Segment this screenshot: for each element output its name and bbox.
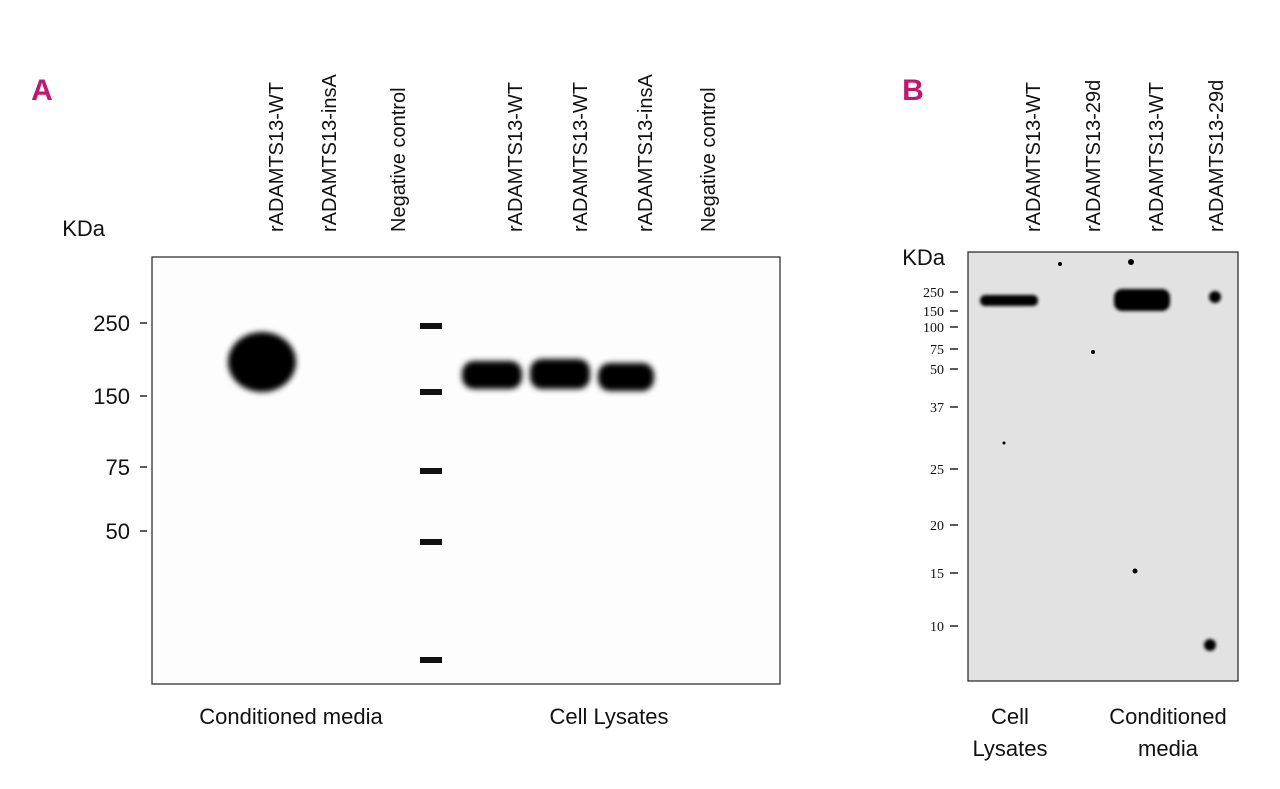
lane-label: rADAMTS13-WT — [570, 82, 592, 232]
marker-label: 100 — [923, 321, 944, 336]
lane-label: rADAMTS13-29d — [1206, 80, 1228, 232]
lane-label: rADAMTS13-WT — [266, 82, 288, 232]
marker-label: 50 — [930, 363, 944, 378]
lane-label: rADAMTS13-insA — [635, 74, 657, 232]
marker-label: 20 — [930, 519, 944, 534]
lane-label: rADAMTS13-WT — [1146, 82, 1168, 232]
panel-label: A — [31, 74, 53, 107]
lane-label: rADAMTS13-29d — [1083, 80, 1105, 232]
lane-label: rADAMTS13-insA — [319, 74, 341, 232]
bands-a — [228, 332, 654, 392]
marker-label: 75 — [930, 343, 944, 358]
lane-label: Negative control — [698, 87, 720, 232]
marker-label: 75 — [106, 455, 130, 480]
panel-label: B — [902, 74, 924, 107]
group-label: Lysates — [972, 736, 1047, 761]
marker-label: 37 — [930, 401, 944, 416]
group-label: Conditioned media — [199, 704, 383, 729]
group-label: Cell — [991, 704, 1029, 729]
lane-label: rADAMTS13-WT — [1023, 82, 1045, 232]
lane-label: Negative control — [388, 87, 410, 232]
marker-label: 150 — [93, 384, 130, 409]
marker-label: 250 — [93, 311, 130, 336]
ladder-a — [420, 323, 442, 663]
group-label: Cell Lysates — [549, 704, 668, 729]
marker-label: 250 — [923, 286, 944, 301]
marker-label: 50 — [106, 519, 130, 544]
kda-label: KDa — [902, 245, 946, 270]
kda-label: KDa — [62, 216, 106, 241]
group-label: Conditioned — [1109, 704, 1226, 729]
blot-a — [151, 256, 781, 685]
bands-b — [980, 259, 1221, 651]
marker-label: 25 — [930, 463, 944, 478]
marker-label: 150 — [923, 305, 944, 320]
blot-b — [967, 251, 1239, 682]
lane-label: rADAMTS13-WT — [505, 82, 527, 232]
marker-label: 10 — [930, 620, 944, 635]
group-label: media — [1138, 736, 1199, 761]
marker-label: 15 — [930, 567, 944, 582]
